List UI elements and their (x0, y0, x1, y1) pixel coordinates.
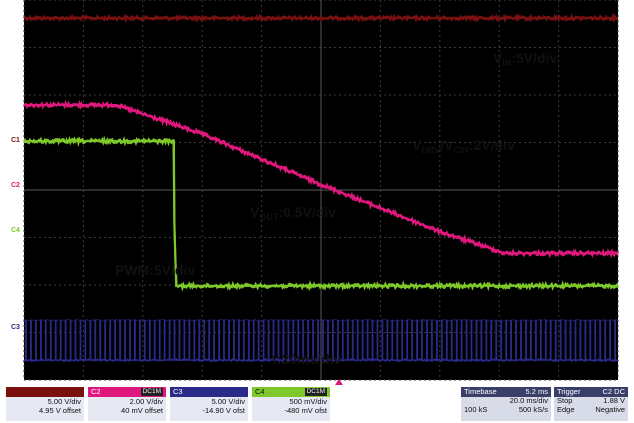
channel-4-offset: -480 mV ofst (284, 405, 327, 415)
trigger-level: 1.88 V (603, 396, 625, 405)
channel-2-name: C2 (91, 387, 101, 396)
trigger-position-marker (335, 379, 343, 385)
trace-4-noise-high (23, 318, 619, 322)
channel-2-header: C2 DC1M (88, 387, 166, 397)
timebase-box[interactable]: Timebase 5.2 ms 20.0 ms/div 100 kS 500 kS/… (461, 387, 551, 421)
channel-4-name: C4 (255, 387, 265, 396)
label-vdrv-vcin: VDRV/VCIN:2V/div (412, 137, 515, 155)
channel-4-box[interactable]: C4 DC1M 500 mV/div -480 mV ofst (252, 387, 330, 421)
channel-marker-c4: C4 (11, 227, 20, 234)
channel-2-settings: 2.00 V/div 40 mV offset (88, 397, 166, 421)
channel-2-offset: 40 mV offset (121, 405, 163, 415)
channel-4-header: C4 DC1M (252, 387, 330, 397)
trace-4-noise-low (23, 357, 619, 364)
scope-status-bar: 5.00 V/div 4.95 V offset C2 DC1M 2.00 V/d… (0, 385, 634, 423)
label-pwm: PWM:5V/div (115, 262, 196, 278)
trigger-box[interactable]: Trigger C2 DC Stop 1.88 V Edge Negative (554, 387, 628, 421)
channel-4-coupling: DC1M (304, 387, 327, 397)
trace-2-envelope (24, 104, 618, 255)
timebase-label: Timebase (464, 386, 497, 396)
trace-3-envelope (24, 140, 618, 287)
channel-3-offset: -14.90 V ofst (202, 405, 245, 415)
channel-marker-c3: C3 (11, 324, 20, 331)
trigger-row-2: Edge Negative (554, 404, 628, 415)
label-vout: VOUT:0.5V/div (250, 204, 336, 222)
timebase-row-1: 20.0 ms/div (461, 396, 551, 406)
timebase-delay: 5.2 ms (525, 386, 548, 396)
timebase-row-2: 100 kS 500 kS/s (461, 404, 551, 415)
channel-3-header: C3 (170, 387, 248, 397)
timebase-rate: 500 kS/s (518, 404, 548, 414)
channel-marker-c1: C1 (11, 137, 20, 144)
trigger-label: Trigger (557, 386, 581, 396)
channel-1-header (6, 387, 84, 397)
label-vin: VIN:5V/div (493, 50, 558, 68)
trigger-type: Edge (557, 404, 575, 414)
trigger-source: C2 DC (602, 386, 625, 396)
channel-3-box[interactable]: C3 5.00 V/div -14.90 V ofst (170, 387, 248, 421)
trigger-mode: Stop (557, 396, 573, 405)
traces (22, 12, 620, 364)
channel-2-box[interactable]: C2 DC1M 2.00 V/div 40 mV offset (88, 387, 166, 421)
channel-4-scale: 500 mV/div (289, 397, 327, 406)
channel-3-scale: 5.00 V/div (211, 397, 245, 406)
channel-marker-c2: C2 (11, 182, 20, 189)
trigger-header: Trigger C2 DC (554, 387, 628, 397)
channel-1-offset: 4.95 V offset (39, 405, 81, 415)
timebase-scale: 20.0 ms/div (509, 396, 548, 405)
channel-1-scale: 5.00 V/div (47, 397, 81, 406)
channel-1-box[interactable]: 5.00 V/div 4.95 V offset (6, 387, 84, 421)
channel-3-settings: 5.00 V/div -14.90 V ofst (170, 397, 248, 421)
label-timebase: t:20ms/div (272, 351, 342, 367)
channel-4-settings: 500 mV/div -480 mV ofst (252, 397, 330, 421)
channel-3-name: C3 (173, 387, 183, 396)
channel-1-settings: 5.00 V/div 4.95 V offset (6, 397, 84, 421)
channel-2-scale: 2.00 V/div (129, 397, 163, 406)
trigger-slope: Negative (595, 404, 625, 414)
timebase-samples: 100 kS (464, 404, 488, 414)
trigger-row-1: Stop 1.88 V (554, 396, 628, 406)
timebase-header: Timebase 5.2 ms (461, 387, 551, 397)
channel-2-coupling: DC1M (140, 387, 163, 397)
